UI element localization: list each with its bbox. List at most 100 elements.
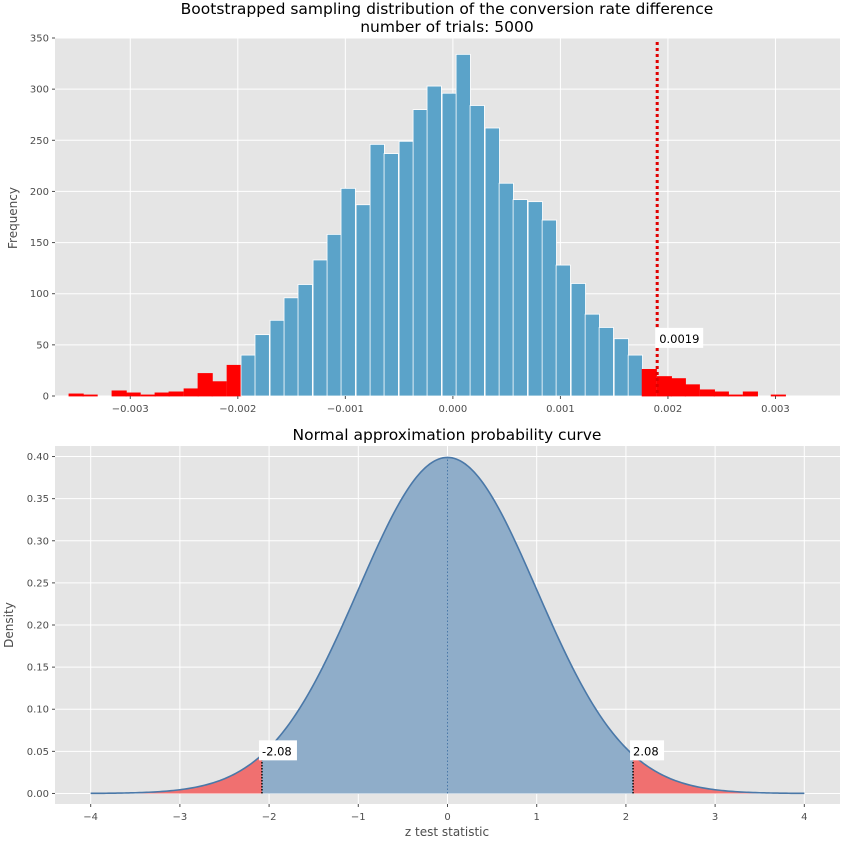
tail-bar [168,391,184,397]
histogram-bar [398,140,414,397]
x-tick-labels: −0.003 −0.002 −0.001 0.000 0.001 0.002 0.003 [112,396,790,415]
x-tick-label: 0.003 [761,404,790,415]
y-tick-label: 0.05 [27,747,49,758]
histogram-bars [68,53,786,397]
tail-bar [68,393,84,397]
histogram-bar [527,201,543,397]
histogram-bar [598,327,614,397]
histogram-panel: 0.0019 −0.003 −0.002 −0.001 0.000 0.001 0.002… [6,0,840,415]
x-tick-label: −3 [173,812,188,823]
tail-bar [197,373,213,397]
histogram-bar [312,259,328,397]
x-tick-label: 1 [534,812,540,823]
tail-bar [125,392,141,397]
tail-bar [82,394,98,397]
x-axis-label: z test statistic [405,825,489,839]
y-tick-labels: 0.00 0.05 0.10 0.15 0.20 0.25 0.30 0.35 0.40 [27,452,55,800]
x-tick-label: −1 [351,812,366,823]
histogram-bar [484,127,500,397]
tail-bar [670,378,686,397]
observed-annotation: 0.0019 [655,327,704,348]
x-tick-label: 2 [623,812,629,823]
critical-annotation-right: 2.08 [630,740,665,761]
histogram-bar [297,284,313,397]
histogram-bar [613,338,629,397]
y-tick-label: 0.40 [27,452,49,463]
critical-value-left-label: -2.08 [262,744,292,758]
x-tick-label: 0.000 [439,404,468,415]
chart-title-line2: number of trials: 5000 [360,18,534,36]
histogram-bar [441,92,457,397]
y-tick-label: 0.30 [27,536,49,547]
histogram-bar [627,354,643,397]
left-tail-area [90,754,262,794]
y-tick-label: 0 [43,392,49,403]
tail-bar [684,384,700,397]
x-tick-label: −2 [262,812,277,823]
x-tick-label: −0.001 [327,404,364,415]
x-tick-label: 0 [444,812,450,823]
histogram-bar [555,264,571,397]
y-tick-label: 300 [30,85,49,96]
y-axis-label: Frequency [6,187,20,249]
tail-bar [154,392,170,397]
tail-bar [211,381,227,397]
tail-bar [111,390,127,397]
tail-bar [742,391,758,397]
normal-curve-panel: -2.08 2.08 −4 −3 −2 −1 0 1 2 3 4 0.00 0.05 0.10 0.1… [2,426,840,839]
y-tick-label: 0.00 [27,789,49,800]
x-tick-label: 0.001 [546,404,575,415]
annotation-box [630,740,665,761]
histogram-bar [383,153,399,397]
tail-bar [713,391,729,397]
y-tick-label: 250 [30,136,49,147]
y-tick-label: 50 [36,340,49,351]
tail-bar [641,369,657,397]
y-tick-labels: 0 50 100 150 200 250 300 350 [30,34,55,403]
annotation-box [655,327,704,348]
histogram-bar [326,233,342,397]
tail-bar [226,364,242,397]
tail-bar [140,394,156,397]
x-tick-label: −0.003 [112,404,149,415]
histogram-bar [269,319,285,397]
critical-value-right-label: 2.08 [633,744,659,758]
y-tick-label: 0.25 [27,578,49,589]
chart-title-line1: Bootstrapped sampling distribution of th… [181,0,714,18]
tail-bar [183,388,199,397]
tail-bar [656,376,672,397]
chart-title: Normal approximation probability curve [293,426,602,444]
annotation-box [258,740,297,761]
histogram-bar [426,85,442,397]
histogram-bar [570,283,586,397]
y-tick-label: 150 [30,238,49,249]
y-tick-label: 0.20 [27,621,49,632]
x-tick-label: −0.002 [219,404,256,415]
histogram-bar [240,354,256,397]
histogram-bar [469,105,485,397]
histogram-bar [455,53,471,397]
x-tick-label: 4 [801,812,807,823]
observed-difference-label: 0.0019 [659,332,699,346]
x-tick-label: 3 [712,812,718,823]
histogram-bar [369,143,385,397]
x-tick-labels: −4 −3 −2 −1 0 1 2 3 4 [83,804,808,823]
x-tick-label: 0.002 [654,404,683,415]
histogram-bar [355,204,371,397]
y-tick-label: 100 [30,289,49,300]
histogram-bar [498,182,514,397]
y-tick-label: 200 [30,187,49,198]
histogram-bar [584,313,600,397]
y-tick-label: 350 [30,34,49,45]
density-curve [90,456,805,795]
histogram-bar [541,219,557,397]
y-tick-label: 0.15 [27,663,49,674]
x-tick-label: −4 [83,812,98,823]
right-tail-area [633,754,805,794]
histogram-bar [283,297,299,397]
tail-bar [699,389,715,397]
y-tick-label: 0.35 [27,494,49,505]
histogram-bar [512,199,528,397]
critical-annotation-left: -2.08 [258,740,297,761]
